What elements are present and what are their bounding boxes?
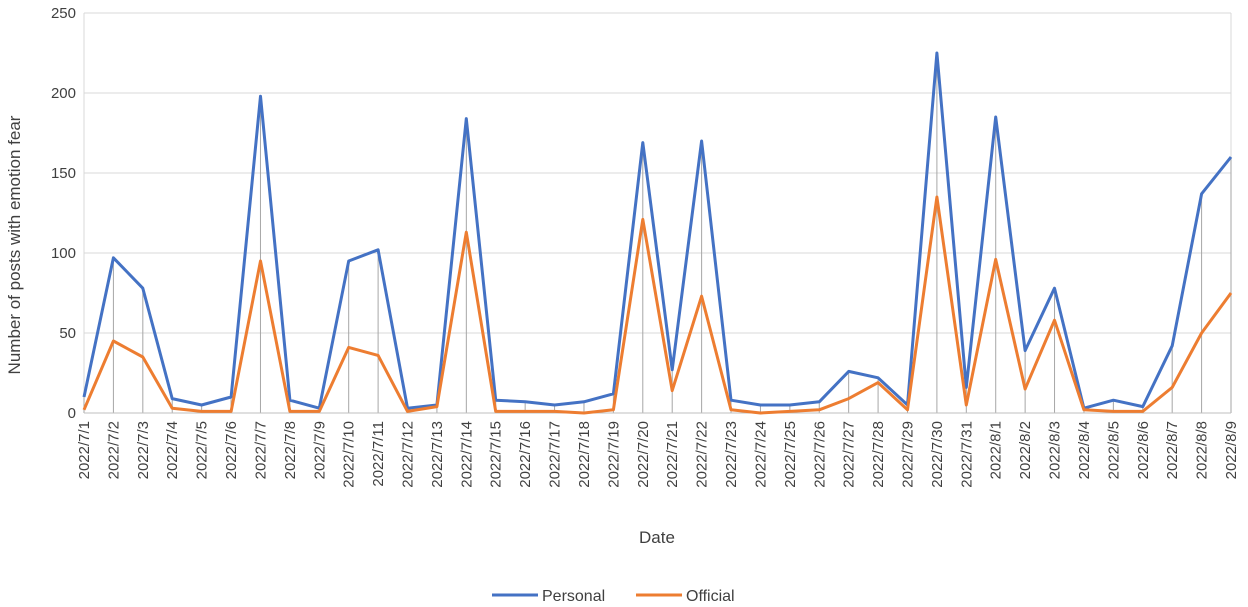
- x-tick-label: 2022/7/2: [105, 421, 122, 479]
- x-tick-label: 2022/7/24: [752, 421, 769, 488]
- x-tick-label: 2022/8/7: [1164, 421, 1181, 479]
- x-tick-label: 2022/7/31: [958, 421, 975, 488]
- x-tick-label: 2022/7/26: [811, 421, 828, 488]
- x-tick-label: 2022/7/11: [370, 421, 387, 487]
- x-tick-label: 2022/7/5: [194, 421, 211, 479]
- x-tick-label: 2022/7/28: [870, 421, 887, 488]
- x-tick-label: 2022/7/7: [252, 421, 269, 479]
- y-tick-label: 200: [51, 85, 76, 102]
- y-tick-label: 50: [59, 325, 76, 342]
- x-tick-label: 2022/8/9: [1223, 421, 1240, 479]
- x-tick-label: 2022/7/23: [723, 421, 740, 488]
- x-tick-label: 2022/7/22: [694, 421, 711, 488]
- x-tick-label: 2022/7/3: [135, 421, 152, 479]
- legend: Personal Official: [492, 588, 735, 605]
- x-tick-label: 2022/7/29: [899, 421, 916, 488]
- x-tick-label: 2022/7/21: [664, 421, 681, 488]
- x-tick-label: 2022/7/10: [341, 421, 358, 488]
- x-axis-title: Date: [639, 528, 675, 547]
- x-tick-label: 2022/7/4: [164, 421, 181, 479]
- y-axis-title: Number of posts with emotion fear: [5, 115, 24, 374]
- x-tick-label: 2022/7/18: [576, 421, 593, 488]
- gridlines: [83, 12, 1232, 414]
- x-tick-label: 2022/7/30: [929, 421, 946, 488]
- x-axis-ticks: 2022/7/1 2022/7/2 2022/7/3 2022/7/4 2022/7/5…: [76, 421, 1240, 488]
- x-tick-label: 2022/7/16: [517, 421, 534, 488]
- x-tick-label: 2022/8/2: [1017, 421, 1034, 479]
- x-tick-label: 2022/8/5: [1105, 421, 1122, 479]
- x-tick-label: 2022/8/8: [1194, 421, 1211, 479]
- x-tick-label: 2022/7/19: [605, 421, 622, 488]
- x-tick-label: 2022/7/25: [782, 421, 799, 488]
- x-tick-label: 2022/7/1: [76, 421, 93, 479]
- y-tick-label: 0: [68, 405, 76, 422]
- y-tick-label: 100: [51, 245, 76, 262]
- x-tick-label: 2022/7/20: [635, 421, 652, 488]
- x-tick-label: 2022/7/12: [400, 421, 417, 488]
- y-tick-label: 150: [51, 165, 76, 182]
- series-line-official: [82, 195, 1233, 415]
- series-line-personal: [82, 51, 1233, 410]
- legend-label-personal: Personal: [542, 588, 605, 605]
- y-tick-label: 250: [51, 5, 76, 22]
- x-tick-label: 2022/7/17: [547, 421, 564, 488]
- x-tick-label: 2022/8/3: [1047, 421, 1064, 479]
- drop-lines: [83, 53, 1232, 414]
- legend-label-official: Official: [686, 588, 735, 605]
- x-tick-label: 2022/7/13: [429, 421, 446, 488]
- x-tick-label: 2022/8/4: [1076, 421, 1093, 479]
- x-tick-label: 2022/7/6: [223, 421, 240, 479]
- x-tick-label: 2022/8/6: [1135, 421, 1152, 479]
- x-tick-label: 2022/8/1: [988, 421, 1005, 479]
- x-tick-label: 2022/7/14: [458, 421, 475, 488]
- x-tick-label: 2022/7/8: [282, 421, 299, 479]
- x-tick-label: 2022/7/9: [311, 421, 328, 479]
- x-tick-label: 2022/7/27: [841, 421, 858, 488]
- series-lines: [82, 51, 1233, 415]
- y-axis-ticks: 0 50 100 150 200 250: [51, 5, 76, 422]
- x-tick-label: 2022/7/15: [488, 421, 505, 488]
